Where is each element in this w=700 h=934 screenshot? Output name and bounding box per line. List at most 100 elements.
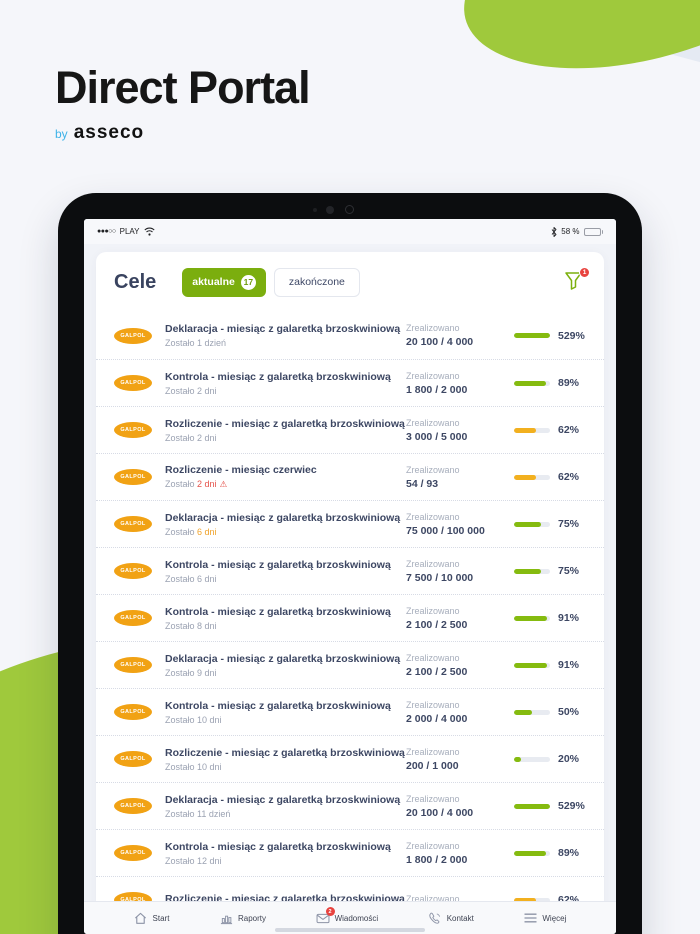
progress-bar <box>514 521 550 527</box>
tablet-screen: ●●●○○ PLAY 58 % <box>84 219 616 934</box>
realized-value: 2 000 / 4 000 <box>406 712 468 725</box>
realized-label: Zrealizowano <box>406 652 460 663</box>
goal-row[interactable]: GALPOL Kontrola - miesiąc z galaretką br… <box>96 829 604 876</box>
progress-bar <box>514 380 550 386</box>
phone-icon <box>428 911 442 925</box>
byline-brand: asseco <box>73 122 145 143</box>
goal-row[interactable]: GALPOL Rozliczenie - miesiąc z galaretką… <box>96 735 604 782</box>
galpol-brand-badge: GALPOL <box>114 516 152 532</box>
goal-row[interactable]: GALPOL Rozliczenie - miesiąc czerwiec Zo… <box>96 453 604 500</box>
goals-header: Cele aktualne 17 zakończone 1 <box>96 252 604 312</box>
warning-icon: ⚠ <box>219 479 228 489</box>
progress-percent: 62% <box>558 471 580 483</box>
realized-label: Zrealizowano <box>406 511 460 522</box>
realized-label: Zrealizowano <box>406 605 460 616</box>
nav-item-raporty[interactable]: Raporty <box>219 911 266 925</box>
goal-remaining: Zostało 2 dni⚠ <box>165 479 228 489</box>
goal-title: Rozliczenie - miesiąc czerwiec <box>165 464 317 476</box>
progress-bar <box>514 756 550 762</box>
goal-row[interactable]: GALPOL Kontrola - miesiąc z galaretką br… <box>96 547 604 594</box>
tab-aktualne[interactable]: aktualne 17 <box>182 267 266 297</box>
goals-card: Cele aktualne 17 zakończone 1 <box>96 252 604 934</box>
mail-icon: 2 <box>316 907 335 925</box>
goal-title: Deklaracja - miesiąc z galaretką brzoskw… <box>165 511 401 524</box>
home-indicator[interactable] <box>275 928 425 932</box>
goal-title: Deklaracja - miesiąc z galaretką brzoskw… <box>165 652 401 665</box>
goal-title: Deklaracja - miesiąc z galaretką brzoskw… <box>165 323 401 335</box>
realized-value: 1 800 / 2 000 <box>406 383 468 396</box>
byline-by: by <box>55 127 68 141</box>
goal-row[interactable]: GALPOL Kontrola - miesiąc z galaretką br… <box>96 688 604 735</box>
goal-row[interactable]: GALPOL Deklaracja - miesiąc z galaretką … <box>96 782 604 829</box>
progress-percent: 91% <box>558 659 580 671</box>
progress-percent: 62% <box>558 424 580 436</box>
realized-label: Zrealizowano <box>406 323 460 333</box>
goal-title: Rozliczenie - miesiąc z galaretką brzosk… <box>165 417 405 430</box>
progress-percent: 50% <box>558 706 580 718</box>
camera-dot-icon <box>326 206 334 214</box>
realized-label: Zrealizowano <box>406 417 460 428</box>
battery-icon <box>583 227 603 236</box>
galpol-brand-badge: GALPOL <box>114 375 152 391</box>
goal-title: Kontrola - miesiąc z galaretką brzoskwin… <box>165 558 391 571</box>
progress-percent: 89% <box>558 847 580 859</box>
realized-value: 20 100 / 4 000 <box>406 336 474 348</box>
progress-bar <box>514 897 550 903</box>
galpol-brand-badge: GALPOL <box>114 563 152 579</box>
nav-item-wicej[interactable]: Więcej <box>523 911 566 925</box>
bluetooth-icon <box>551 226 557 237</box>
wifi-icon <box>143 227 155 236</box>
goal-row[interactable]: GALPOL Deklaracja - miesiąc z galaretką … <box>96 312 604 359</box>
realized-value: 7 500 / 10 000 <box>406 571 474 584</box>
realized-value: 75 000 / 100 000 <box>406 524 485 537</box>
goal-remaining: Zostało 2 dni⚠ <box>165 432 217 443</box>
tablet-frame: ●●●○○ PLAY 58 % <box>58 193 642 934</box>
realized-label: Zrealizowano <box>406 370 460 381</box>
signal-strength-icon: ●●●○○ <box>97 228 116 235</box>
goal-row[interactable]: GALPOL Kontrola - miesiąc z galaretką br… <box>96 594 604 641</box>
progress-bar <box>514 709 550 715</box>
progress-percent: 91% <box>558 612 580 624</box>
camera-dot-icon <box>313 208 317 212</box>
galpol-brand-badge: GALPOL <box>114 327 152 344</box>
realized-value: 200 / 1 000 <box>406 759 459 772</box>
goal-title: Kontrola - miesiąc z galaretką brzoskwin… <box>165 840 391 853</box>
battery-percent: 58 % <box>561 227 580 236</box>
goal-remaining: Zostało 8 dni⚠ <box>165 620 217 631</box>
green-corner-shape-top <box>444 0 700 102</box>
galpol-brand-badge: GALPOL <box>114 469 152 485</box>
nav-item-start[interactable]: Start <box>134 911 170 925</box>
goal-title: Kontrola - miesiąc z galaretką brzoskwin… <box>165 370 391 383</box>
filter-button[interactable]: 1 <box>564 267 590 294</box>
nav-item-wiadomoci[interactable]: 2 Wiadomości <box>316 907 379 925</box>
goal-remaining: Zostało 10 dni⚠ <box>165 714 222 725</box>
progress-bar <box>514 427 550 433</box>
goal-remaining: Zostało 6 dni⚠ <box>165 526 217 537</box>
galpol-brand-badge: GALPOL <box>114 845 152 861</box>
goal-row[interactable]: GALPOL Rozliczenie - miesiąc z galaretką… <box>96 406 604 453</box>
realized-label: Zrealizowano <box>406 793 460 804</box>
goal-row[interactable]: GALPOL Deklaracja - miesiąc z galaretką … <box>96 641 604 688</box>
realized-label: Zrealizowano <box>406 558 460 569</box>
page-title: Direct Portal <box>55 62 311 113</box>
goal-row[interactable]: GALPOL Kontrola - miesiąc z galaretką br… <box>96 359 604 406</box>
galpol-brand-badge: GALPOL <box>114 657 152 673</box>
realized-label: Zrealizowano <box>406 464 460 475</box>
realized-value: 2 100 / 2 500 <box>406 618 468 631</box>
goal-row[interactable]: GALPOL Deklaracja - miesiąc z galaretką … <box>96 500 604 547</box>
home-icon <box>134 911 148 925</box>
nav-label: Start <box>152 913 170 923</box>
galpol-brand-badge: GALPOL <box>114 610 152 626</box>
nav-item-kontakt[interactable]: Kontakt <box>428 911 474 925</box>
nav-label: Więcej <box>542 913 567 923</box>
asseco-logo: by asseco <box>55 122 310 144</box>
realized-label: Zrealizowano <box>406 746 460 757</box>
realized-label: Zrealizowano <box>406 893 460 904</box>
galpol-brand-badge: GALPOL <box>114 704 152 720</box>
progress-bar <box>514 568 550 574</box>
goals-list: GALPOL Deklaracja - miesiąc z galaretką … <box>96 312 604 923</box>
goal-title: Kontrola - miesiąc z galaretką brzoskwin… <box>165 605 391 618</box>
nav-label: Wiadomości <box>334 913 379 923</box>
tab-zakonczone[interactable]: zakończone <box>273 267 360 297</box>
